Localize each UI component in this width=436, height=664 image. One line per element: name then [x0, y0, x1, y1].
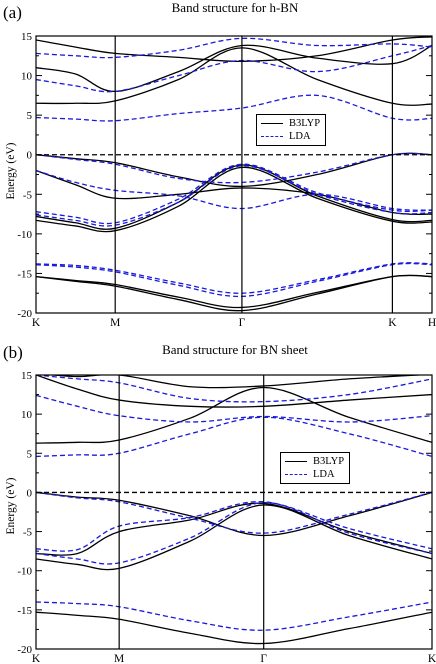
legend-swatch-solid: [261, 123, 283, 124]
legend-label: B3LYP: [289, 118, 321, 129]
plot-area: [36, 375, 432, 645]
panel-a: (a) Band structure for h-BN -20 -15 -10 -5 0…: [0, 0, 436, 330]
band-b3lyp: [36, 611, 432, 645]
k-point-label: K: [32, 317, 41, 329]
y-tick-label: -10: [17, 566, 32, 578]
band-b3lyp: [36, 274, 432, 312]
band-b3lyp: [36, 164, 432, 230]
legend-label: LDA: [313, 469, 335, 480]
k-point-label: Γ: [260, 653, 267, 664]
y-tick-label: -5: [23, 527, 33, 539]
band-lda: [36, 394, 432, 423]
legend-entry-lda: LDA: [285, 468, 344, 481]
y-tick-label: 5: [27, 110, 33, 122]
k-point-label: Γ: [239, 317, 246, 329]
band-b3lyp: [36, 44, 432, 93]
band-structure-plot-a: -20 -15 -10 -5 0 5 10 15 K M Γ K H: [17, 31, 436, 329]
band-lda: [36, 262, 432, 298]
band-lda: [36, 44, 432, 93]
k-point-label: K: [388, 317, 397, 329]
plot-area: [36, 36, 432, 312]
panel-label: (b): [3, 343, 23, 362]
panel-b: (b) Band structure for BN sheet -20 -15 -1…: [0, 340, 436, 664]
band-lda: [36, 491, 432, 534]
band-lda: [36, 37, 432, 59]
y-tick-label: -10: [17, 229, 32, 241]
band-b3lyp: [36, 375, 432, 408]
y-tick-label: -20: [17, 644, 32, 656]
band-lda: [36, 152, 432, 184]
legend-entry-b3lyp: B3LYP: [285, 455, 344, 468]
y-tick-label: 15: [21, 370, 33, 382]
band-lda: [36, 165, 432, 227]
band-lda: [36, 375, 432, 403]
panel-label: (a): [3, 3, 22, 22]
y-tick-label: -20: [17, 308, 32, 320]
y-tick-label: -15: [17, 605, 32, 617]
k-point-label: H: [428, 317, 436, 329]
y-tick-label: 10: [21, 71, 33, 83]
k-point-label: M: [110, 317, 120, 329]
legend-entry-b3lyp: B3LYP: [261, 117, 320, 130]
k-point-label: K: [32, 653, 41, 664]
band-b3lyp: [36, 386, 432, 444]
band-lda: [36, 601, 432, 631]
legend-entry-lda: LDA: [261, 130, 320, 143]
legend-swatch-dashed: [285, 474, 307, 475]
band-lda: [36, 169, 432, 211]
band-b3lyp: [36, 504, 432, 571]
chart-title: Band structure for BN sheet: [162, 342, 308, 357]
legend: B3LYP LDA: [280, 452, 351, 484]
band-lda: [36, 501, 432, 565]
band-b3lyp: [36, 47, 432, 106]
band-b3lyp: [36, 491, 432, 537]
y-tick-label: -5: [23, 189, 33, 201]
y-axis-label: Energy (eV): [5, 142, 17, 200]
band-b3lyp: [36, 152, 432, 188]
k-point-label: K: [428, 653, 436, 664]
k-point-label: M: [114, 653, 124, 664]
band-b3lyp: [36, 36, 432, 62]
legend-swatch-solid: [285, 461, 307, 462]
chart-title: Band structure for h-BN: [171, 0, 299, 15]
band-lda: [36, 416, 432, 458]
y-tick-label: 15: [21, 31, 33, 43]
legend-label: LDA: [289, 131, 311, 142]
legend-label: B3LYP: [313, 456, 345, 467]
y-tick-label: -15: [17, 268, 32, 280]
y-tick-label: 10: [21, 409, 33, 421]
y-axis-label: Energy (eV): [5, 477, 17, 535]
legend: B3LYP LDA: [256, 114, 327, 146]
band-lda: [36, 94, 432, 122]
band-lda: [36, 501, 432, 552]
y-tick-label: 0: [27, 150, 33, 162]
y-tick-label: 5: [27, 448, 33, 460]
plot-frame: [35, 35, 433, 314]
band-lda: [36, 262, 432, 294]
band-b3lyp: [36, 166, 432, 233]
y-tick-label: 0: [27, 487, 33, 499]
band-b3lyp: [36, 169, 432, 216]
band-structure-plot-b: -20 -15 -10 -5 0 5 10 15 K M Γ K: [17, 370, 436, 664]
band-b3lyp: [46, 375, 430, 389]
band-lda: [36, 163, 432, 225]
legend-swatch-dashed: [261, 136, 283, 137]
